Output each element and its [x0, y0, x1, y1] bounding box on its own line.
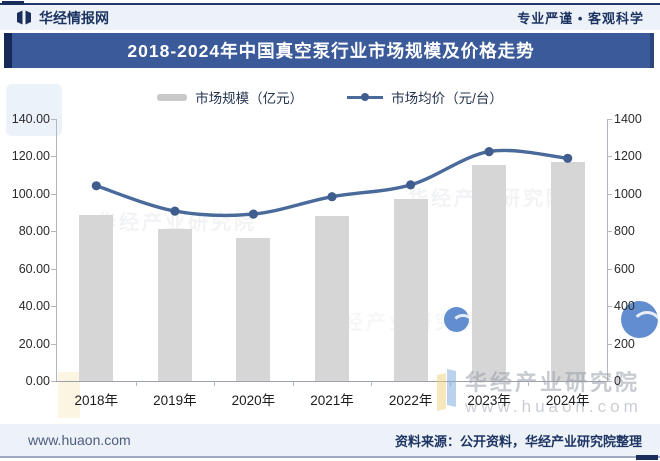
- y-axis-label-right: 1200: [614, 149, 642, 164]
- tick-mark: [51, 156, 56, 158]
- x-axis-label: 2021年: [310, 393, 354, 408]
- tick-mark: [607, 231, 612, 233]
- bottom-border-line: [0, 456, 660, 458]
- legend-item-avg-price: 市场均价（元/台）: [347, 87, 503, 107]
- tick-mark: [214, 381, 216, 386]
- tick-mark: [135, 381, 137, 386]
- y-axis-label-left: 80.00: [18, 224, 50, 239]
- bar-2019年: [157, 228, 192, 381]
- y-axis-right-line: [607, 119, 608, 381]
- bar-2021年: [315, 216, 349, 381]
- y-axis-label-left: 120.00: [11, 149, 50, 164]
- x-axis-label: 2023年: [467, 393, 511, 408]
- y-axis-label-right: 1400: [614, 112, 642, 126]
- price-point-2019年: [170, 206, 180, 216]
- y-axis-label-left: 40.00: [18, 299, 50, 314]
- y-axis-label-right: 1000: [614, 186, 642, 201]
- x-axis-label: 2020年: [231, 393, 276, 408]
- tick-mark: [607, 343, 612, 345]
- footer-source: 资料来源：公开资料，华经产业研究院整理: [394, 433, 642, 449]
- y-axis-label-right: 600: [614, 261, 635, 276]
- legend-item-market-size: 市场规模（亿元）: [157, 87, 303, 107]
- chart-legend: 市场规模（亿元） 市场均价（元/台）: [0, 87, 660, 107]
- x-axis-label: 2019年: [153, 393, 197, 408]
- price-point-2024年: [563, 153, 573, 163]
- bar-2023年: [472, 164, 507, 381]
- y-axis-label-right: 800: [614, 224, 635, 239]
- y-axis-left-line: [56, 119, 57, 381]
- y-axis-label-left: 140.00: [11, 112, 50, 126]
- x-axis-labels: 2018年 2019年 2020年 2021年 2022年 2023年 2024年: [57, 389, 607, 409]
- price-point-2020年: [248, 209, 258, 219]
- bar-2022年: [393, 198, 428, 381]
- legend-label-avg-price: 市场均价（元/台）: [391, 91, 503, 106]
- y-axis-label-right: 200: [614, 336, 635, 351]
- legend-bar-swatch: [157, 93, 188, 101]
- tick-mark: [607, 119, 612, 120]
- tick-mark: [51, 268, 56, 270]
- tick-mark: [607, 306, 612, 308]
- brand: 华经情报网: [16, 8, 109, 28]
- x-axis-label: 2018年: [74, 393, 119, 408]
- price-point-2018年: [91, 181, 101, 191]
- y-axis-left-labels: 140.00 120.00 100.00 80.00 60.00 40.00 20.00 0.…: [0, 112, 50, 388]
- price-point-2022年: [406, 180, 416, 190]
- bar-2020年: [236, 238, 271, 381]
- header-slogan: 专业严谨 • 客观科学: [517, 11, 644, 26]
- tick-mark: [51, 306, 56, 308]
- tick-mark: [528, 381, 530, 386]
- top-border-accent: [2, 1, 24, 6]
- bar-2024年: [550, 161, 585, 381]
- tick-mark: [51, 119, 56, 120]
- y-axis-label-left: 60.00: [18, 261, 50, 276]
- title-banner: 2018-2024年中国真空泵行业市场规模及价格走势: [4, 33, 654, 68]
- bar-2018年: [79, 214, 114, 381]
- tick-mark: [292, 381, 294, 386]
- price-line-layer: [91, 147, 573, 219]
- tick-mark: [607, 193, 612, 195]
- tick-mark: [449, 381, 451, 386]
- price-line: [94, 148, 570, 218]
- tick-mark: [607, 381, 612, 382]
- tick-mark: [607, 156, 612, 158]
- y-axis-right-labels: 1400 1200 1000 800 600 400 200 0: [614, 112, 658, 388]
- x-axis-label: 2022年: [388, 393, 433, 408]
- y-axis-label-right: 0: [614, 374, 621, 388]
- brand-name: 华经情报网: [39, 9, 109, 26]
- tick-mark: [607, 268, 612, 270]
- y-axis-label-left: 0.00: [25, 374, 50, 388]
- bottom-border-accent: [636, 455, 658, 460]
- page-title: 2018-2024年中国真空泵行业市场规模及价格走势: [127, 41, 535, 61]
- tick-mark: [51, 381, 56, 382]
- price-point-2021年: [327, 192, 337, 202]
- x-axis-line: [56, 381, 608, 382]
- tick-mark: [51, 231, 56, 233]
- footer-website: www.huaon.com: [28, 432, 131, 448]
- tick-mark: [51, 343, 56, 345]
- footer: www.huaon.com 资料来源：公开资料，华经产业研究院整理: [0, 424, 660, 456]
- y-axis-label-left: 20.00: [18, 336, 50, 351]
- tick-mark: [51, 193, 56, 195]
- x-axis-label: 2024年: [545, 393, 590, 408]
- tick-mark: [371, 381, 373, 386]
- top-border-line: [0, 3, 660, 5]
- y-axis-label-right: 400: [614, 299, 635, 314]
- brand-logo-icon: [16, 10, 32, 25]
- header: 华经情报网 专业严谨 • 客观科学: [0, 5, 660, 30]
- legend-label-market-size: 市场规模（亿元）: [195, 91, 304, 106]
- legend-line-swatch: [347, 92, 384, 102]
- y-axis-label-left: 100.00: [11, 186, 50, 201]
- plot-area: [57, 119, 607, 381]
- price-point-2023年: [484, 147, 494, 157]
